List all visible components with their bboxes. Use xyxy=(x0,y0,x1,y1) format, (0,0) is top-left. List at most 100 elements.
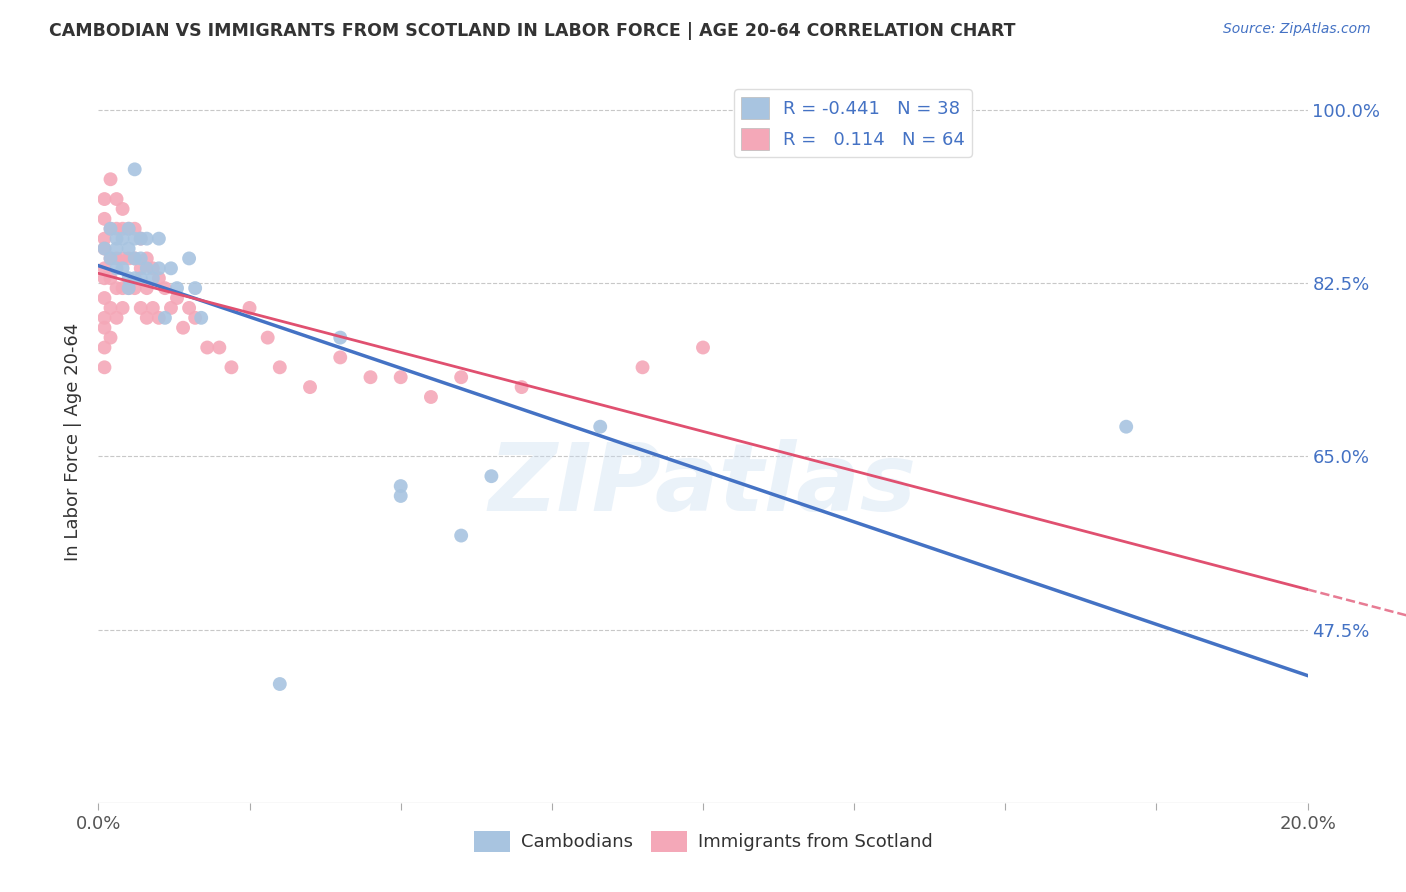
Point xyxy=(124,162,146,177)
Point xyxy=(100,252,122,266)
Point xyxy=(148,271,170,285)
Point xyxy=(299,380,322,394)
Point xyxy=(135,252,157,266)
Point xyxy=(142,261,165,276)
Point xyxy=(111,232,134,246)
Point xyxy=(129,252,152,266)
Point xyxy=(389,370,412,384)
Point xyxy=(105,192,128,206)
Point xyxy=(389,479,412,493)
Point xyxy=(208,341,231,355)
Point xyxy=(589,419,612,434)
Point xyxy=(360,370,382,384)
Point xyxy=(93,261,115,276)
Point xyxy=(118,221,141,235)
Point xyxy=(93,211,115,226)
Point xyxy=(111,281,134,295)
Text: CAMBODIAN VS IMMIGRANTS FROM SCOTLAND IN LABOR FORCE | AGE 20-64 CORRELATION CHA: CAMBODIAN VS IMMIGRANTS FROM SCOTLAND IN… xyxy=(49,22,1015,40)
Point xyxy=(93,242,115,256)
Point xyxy=(100,252,122,266)
Point xyxy=(93,360,115,375)
Point xyxy=(1115,419,1137,434)
Point xyxy=(93,271,115,285)
Point xyxy=(148,310,170,325)
Point xyxy=(256,330,278,344)
Point xyxy=(118,252,141,266)
Point xyxy=(148,261,170,276)
Point xyxy=(135,232,157,246)
Text: ZIPatlas: ZIPatlas xyxy=(489,439,917,531)
Point xyxy=(510,380,533,394)
Point xyxy=(111,261,134,276)
Point xyxy=(118,281,141,295)
Point xyxy=(111,202,134,216)
Point xyxy=(124,271,146,285)
Point xyxy=(153,310,176,325)
Point xyxy=(481,469,503,483)
Point xyxy=(142,301,165,315)
Point xyxy=(100,330,122,344)
Point xyxy=(160,261,183,276)
Point xyxy=(129,271,152,285)
Point xyxy=(184,310,207,325)
Point xyxy=(105,221,128,235)
Point xyxy=(105,242,128,256)
Point xyxy=(93,192,115,206)
Point xyxy=(118,281,141,295)
Point xyxy=(124,232,146,246)
Point xyxy=(129,232,152,246)
Point xyxy=(93,310,115,325)
Point xyxy=(105,310,128,325)
Point xyxy=(195,341,218,355)
Point xyxy=(93,341,115,355)
Point xyxy=(111,252,134,266)
Point xyxy=(269,677,291,691)
Point xyxy=(450,370,472,384)
Point xyxy=(105,261,128,276)
Point xyxy=(420,390,443,404)
Point xyxy=(153,281,176,295)
Point xyxy=(184,281,207,295)
Point xyxy=(160,301,183,315)
Legend: Cambodians, Immigrants from Scotland: Cambodians, Immigrants from Scotland xyxy=(467,823,939,859)
Point xyxy=(118,242,141,256)
Point xyxy=(269,360,291,375)
Point xyxy=(190,310,212,325)
Point xyxy=(105,281,128,295)
Point xyxy=(179,252,201,266)
Point xyxy=(111,221,134,235)
Point xyxy=(93,242,115,256)
Text: Source: ZipAtlas.com: Source: ZipAtlas.com xyxy=(1223,22,1371,37)
Point xyxy=(221,360,243,375)
Point xyxy=(105,232,128,246)
Point xyxy=(692,341,714,355)
Point xyxy=(100,271,122,285)
Point xyxy=(329,330,352,344)
Point xyxy=(135,310,157,325)
Point xyxy=(172,320,194,334)
Point xyxy=(124,221,146,235)
Point xyxy=(389,489,412,503)
Point xyxy=(100,221,122,235)
Point xyxy=(129,232,152,246)
Point xyxy=(118,221,141,235)
Point xyxy=(100,301,122,315)
Point xyxy=(142,271,165,285)
Point xyxy=(93,320,115,334)
Point xyxy=(450,528,472,542)
Point xyxy=(166,281,188,295)
Point xyxy=(135,281,157,295)
Point xyxy=(179,301,201,315)
Point xyxy=(100,221,122,235)
Point xyxy=(129,261,152,276)
Point xyxy=(100,172,122,186)
Point xyxy=(124,281,146,295)
Point xyxy=(124,252,146,266)
Point xyxy=(105,252,128,266)
Point xyxy=(93,291,115,305)
Point xyxy=(135,261,157,276)
Point xyxy=(239,301,262,315)
Point xyxy=(93,232,115,246)
Y-axis label: In Labor Force | Age 20-64: In Labor Force | Age 20-64 xyxy=(65,322,83,561)
Point xyxy=(329,351,352,365)
